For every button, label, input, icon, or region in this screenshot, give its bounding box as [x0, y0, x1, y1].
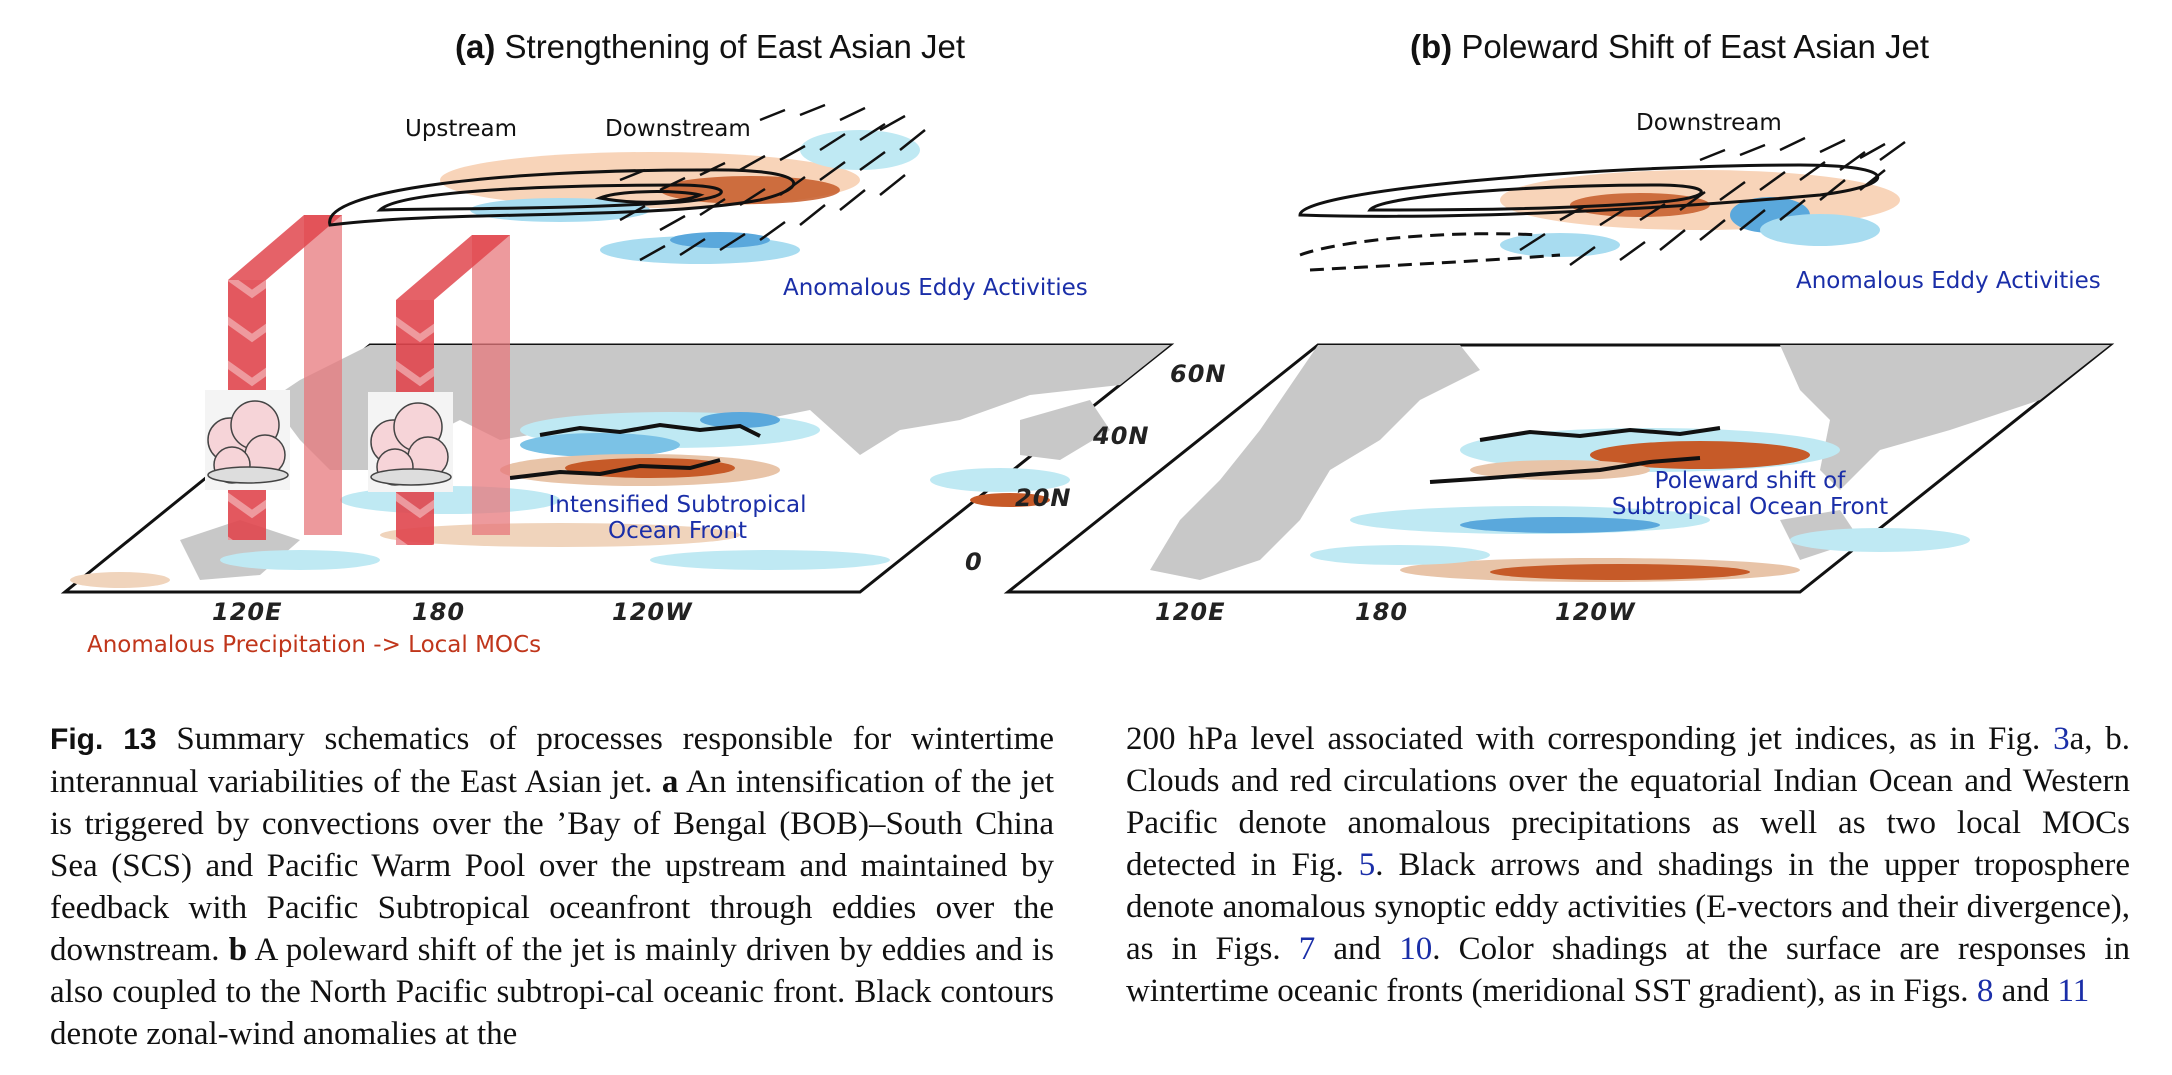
front-label-b: Poleward shift of Subtropical Ocean Fron… — [1605, 468, 1895, 520]
caption-text: Summary schematics of processes responsi… — [50, 721, 1054, 800]
panel-a-lon-180: 180 — [412, 598, 466, 626]
caption-text: 200 hPa level associated with correspond… — [1126, 721, 2054, 757]
caption-text: A poleward shift of the jet is mainly dr… — [50, 932, 1054, 1052]
panel-b-title: (b) Poleward Shift of East Asian Jet — [1410, 28, 1929, 66]
panel-a-lon-120w: 120W — [612, 598, 693, 626]
eddy-label-b: Anomalous Eddy Activities — [1796, 268, 2101, 294]
front-label-b-line1: Poleward shift of — [1654, 468, 1846, 494]
panel-a-letter: (a) — [455, 28, 496, 65]
lat-0: 0 — [965, 548, 983, 576]
panel-b-lon-180: 180 — [1355, 598, 1409, 626]
front-label-b-line2: Subtropical Ocean Front — [1611, 494, 1889, 520]
caption-letter-a: a — [661, 764, 679, 800]
panel-b-lon-120w: 120W — [1555, 598, 1636, 626]
downstream-label-a: Downstream — [605, 116, 751, 142]
caption-right-column: 200 hPa level associated with correspond… — [1126, 718, 2130, 1012]
lat-60n: 60N — [1170, 360, 1227, 388]
panel-b-land — [1150, 345, 1480, 580]
panel-b-eddy-arrows — [1519, 136, 1906, 267]
front-label-a-line2: Ocean Front — [607, 518, 748, 544]
panel-a-title-text: Strengthening of East Asian Jet — [504, 28, 965, 65]
panel-a-eddy-arrows — [619, 103, 926, 262]
lat-40n: 40N — [1093, 422, 1150, 450]
caption-text: . Color shadings at the surface are resp… — [1126, 931, 2130, 1009]
panel-b-title-text: Poleward Shift of East Asian Jet — [1461, 28, 1930, 65]
fig-ref-link[interactable]: 5 — [1358, 847, 1376, 883]
panel-a-jet — [328, 103, 926, 264]
panel-a-title: (a) Strengthening of East Asian Jet — [455, 28, 965, 66]
caption-left-column: Fig. 13 Summary schematics of processes … — [50, 718, 1054, 1055]
panel-b-lon-120e: 120E — [1155, 598, 1226, 626]
upstream-label: Upstream — [405, 116, 518, 142]
panel-b-jet — [1298, 136, 1906, 272]
front-label-a-line1: Intensified Subtropical — [548, 492, 807, 518]
caption-letter-b: b — [228, 932, 248, 968]
front-label-a: Intensified Subtropical Ocean Front — [530, 492, 825, 544]
caption-text: and — [1993, 973, 2058, 1009]
caption-text: An intensification of the jet is trigger… — [50, 764, 1054, 968]
cloud-icon — [207, 400, 289, 484]
caption-text: and — [1315, 931, 1400, 967]
schematic-graphic — [60, 103, 2115, 594]
lat-20n: 20N — [1015, 484, 1072, 512]
figure-number: Fig. 13 — [50, 723, 157, 756]
precip-label: Anomalous Precipitation -> Local MOCs — [87, 632, 542, 658]
fig-ref-link[interactable]: 7 — [1298, 931, 1316, 967]
figure-13: (a) Strengthening of East Asian Jet (b) … — [60, 28, 2115, 658]
caption-text: . Black arrows and shadings in the upper… — [1126, 847, 2130, 967]
fig-ref-link[interactable]: 10 — [1399, 931, 1433, 967]
panel-a-lon-120e: 120E — [212, 598, 283, 626]
panel-b-letter: (b) — [1410, 28, 1453, 65]
panel-b-map-plane — [1003, 343, 2115, 594]
panel-a-moc-loops — [205, 215, 510, 545]
cloud-icon — [370, 402, 452, 486]
downstream-label-b: Downstream — [1636, 110, 1782, 136]
eddy-label-a: Anomalous Eddy Activities — [783, 275, 1088, 301]
fig-ref-link[interactable]: 3 — [2053, 721, 2070, 757]
fig-ref-link[interactable]: 8 — [1976, 973, 1994, 1009]
caption-text: a, b. Clouds and red circulations over t… — [1126, 721, 2131, 883]
fig-ref-link[interactable]: 11 — [2057, 973, 2090, 1009]
